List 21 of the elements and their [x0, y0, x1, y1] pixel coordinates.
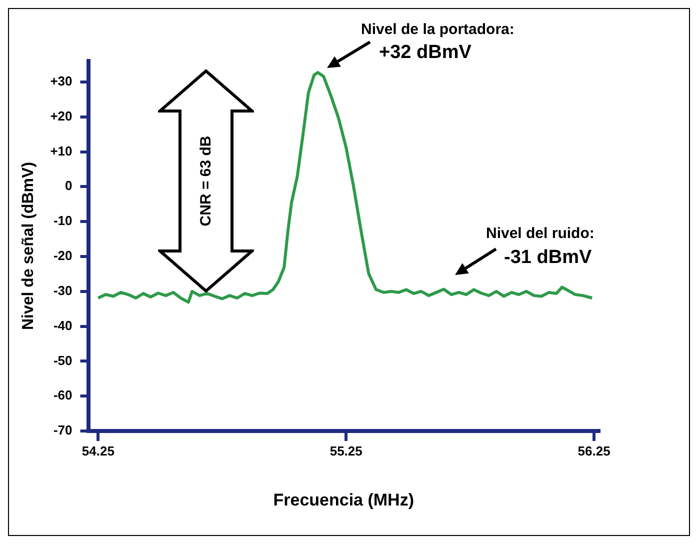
annotation: Nivel del ruido:	[486, 225, 594, 242]
text: Nivel de la portadora:	[361, 21, 514, 38]
y-tick-label: +10	[50, 143, 72, 158]
y-tick-label: -60	[53, 388, 72, 403]
y-tick-label: -10	[53, 213, 72, 228]
y-tick-label: -40	[53, 318, 72, 333]
x-axis-title: Frecuencia (MHz)	[273, 490, 414, 510]
annotation: -31 dBmV	[504, 247, 592, 269]
y-tick-label: -20	[53, 248, 72, 264]
y-tick-label: +30	[50, 74, 72, 89]
x-tick-label: 54.25	[82, 443, 114, 458]
annotation: +32 dBmV	[379, 42, 472, 64]
y-tick-label: -50	[53, 352, 72, 368]
y-tick-label: 0	[65, 178, 72, 194]
x-tick-label: 56.25	[578, 443, 610, 458]
y-axis-title: Nivel de señal (dBmV)	[20, 162, 38, 330]
y-tick-label: -30	[53, 282, 72, 298]
x-tick-label: 55.25	[330, 443, 362, 458]
annotation: CNR = 63 dB	[198, 136, 214, 226]
y-tick-label: +20	[50, 108, 72, 124]
y-tick-label: -70	[53, 422, 72, 438]
